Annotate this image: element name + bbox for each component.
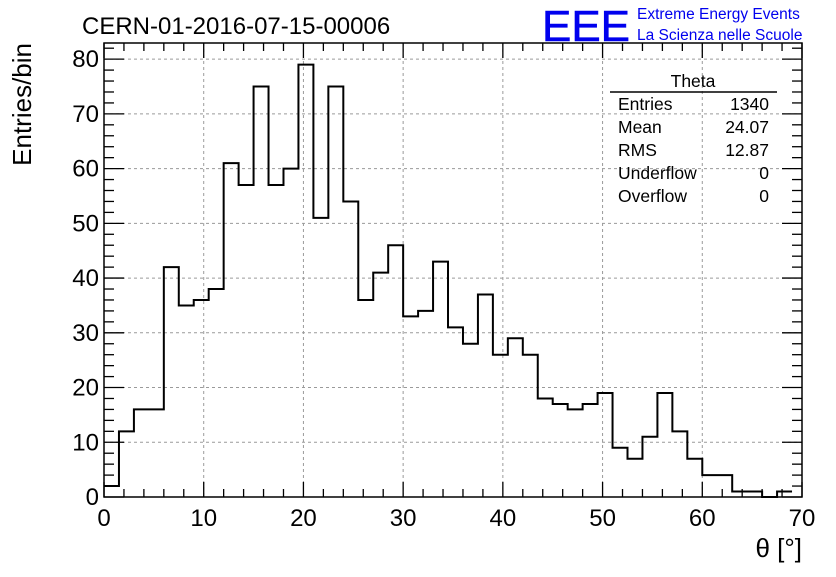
x-tick-label: 70 [789, 505, 816, 532]
stats-row-label: Entries [618, 94, 673, 114]
stats-row-value: 1340 [730, 94, 769, 114]
x-tick-label: 30 [390, 505, 417, 532]
stats-box: Theta Entries 1340 Mean 24.07 RMS 12.87 Underf… [610, 71, 777, 206]
histogram-line [104, 63, 793, 498]
x-tick-label: 60 [689, 505, 716, 532]
y-axis-label: Entries/bin [7, 43, 37, 166]
stats-row-value: 12.87 [725, 140, 769, 160]
stats-row-value: 24.07 [725, 117, 769, 137]
y-tick-labels: 0 10 20 30 40 50 60 70 80 [72, 46, 99, 511]
y-tick-label: 60 [72, 156, 99, 183]
stats-title: Theta [671, 71, 716, 91]
grid-lines [104, 43, 802, 497]
stats-rows: Entries 1340 Mean 24.07 RMS 12.87 Underflow 0 Ov… [618, 94, 769, 206]
y-tick-label: 80 [72, 46, 99, 73]
axis-ticks [103, 43, 803, 498]
x-tick-label: 40 [490, 505, 517, 532]
y-tick-label: 50 [72, 210, 99, 237]
stats-row-label: Overflow [618, 186, 687, 206]
y-tick-label: 70 [72, 101, 99, 128]
eee-logo: EEE Extreme Energy Events La Scienza nel… [542, 2, 803, 52]
x-tick-label: 0 [97, 505, 110, 532]
x-tick-label: 20 [290, 505, 317, 532]
chart-title: CERN-01-2016-07-15-00006 [82, 13, 390, 40]
y-tick-label: 30 [72, 320, 99, 347]
stats-row-value: 0 [759, 186, 769, 206]
x-tick-label: 10 [190, 505, 217, 532]
logo-line-1: Extreme Energy Events [637, 6, 800, 23]
stats-row-label: Underflow [618, 163, 697, 183]
x-tick-labels: 0 10 20 30 40 50 60 70 [97, 505, 815, 532]
logo-line-2: La Scienza nelle Scuole [637, 27, 802, 44]
stats-row-value: 0 [759, 163, 769, 183]
y-tick-label: 0 [86, 484, 99, 511]
x-axis-label: θ [°] [755, 533, 802, 563]
stats-row-label: Mean [618, 117, 662, 137]
y-tick-label: 40 [72, 265, 99, 292]
y-tick-label: 10 [72, 429, 99, 456]
x-tick-label: 50 [589, 505, 616, 532]
y-tick-label: 20 [72, 375, 99, 402]
stats-row-label: RMS [618, 140, 657, 160]
plot-frame [103, 42, 803, 498]
